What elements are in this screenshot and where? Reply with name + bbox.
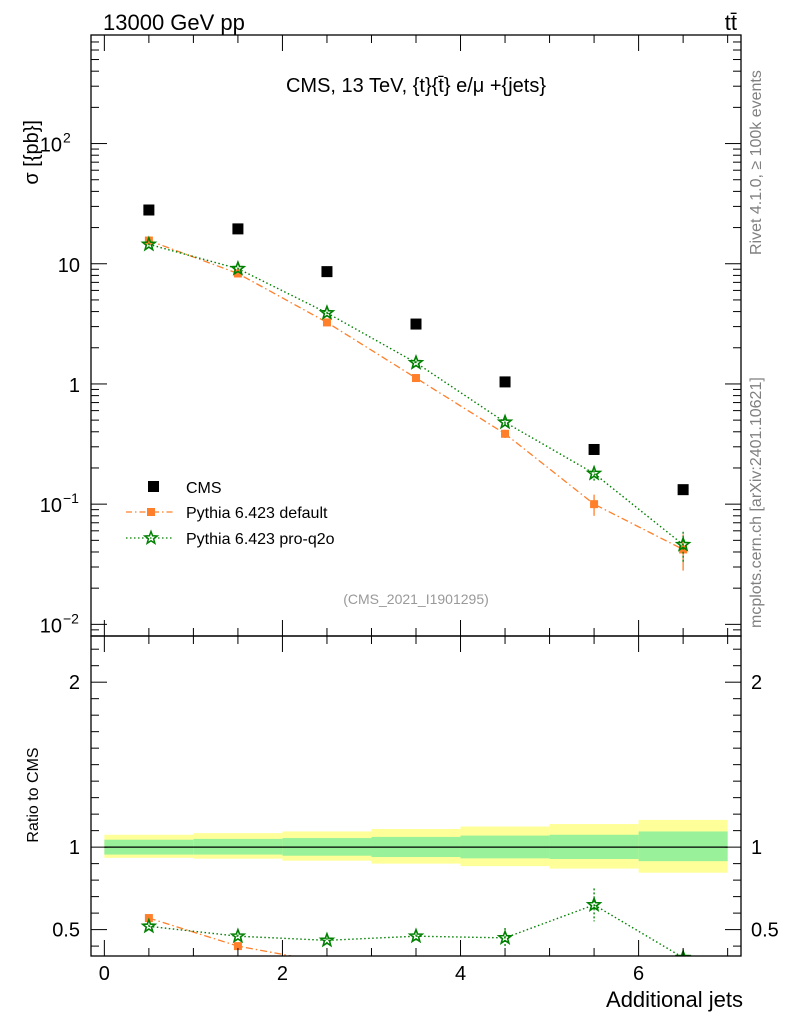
ratio-point-proq2o	[140, 917, 158, 934]
ratio-point-proq2o	[229, 927, 247, 944]
x-tick-label: 0	[99, 963, 110, 985]
legend-entry-proq2o: Pythia 6.423 pro-q2o	[126, 529, 335, 548]
point-cms	[143, 204, 155, 216]
main-y-tick-label: 1	[69, 375, 80, 397]
rivet-label: Rivet 4.1.0, ≥ 100k events	[748, 70, 765, 255]
point-cms	[321, 266, 333, 278]
axis-ticks	[91, 34, 741, 956]
y-axis-label-main: σ [{pb}]	[21, 120, 43, 185]
ratio-panel-frame	[90, 635, 742, 957]
ratio-point-proq2o	[585, 896, 603, 912]
main-series-layer	[140, 204, 692, 571]
ratio-point-default	[501, 962, 509, 970]
process-label: tt̄	[725, 10, 737, 35]
legend-marker-cms	[148, 481, 159, 492]
ratio-point-proq2o	[407, 927, 425, 944]
analysis-id: (CMS_2021_I1901295)	[343, 591, 489, 607]
x-tick-label: 4	[455, 963, 466, 985]
point-cms	[499, 376, 511, 388]
ratio-point-default	[679, 959, 687, 967]
x-tick-label: 2	[277, 963, 288, 985]
ratio-y-tick-label-right: 0.5	[751, 920, 779, 942]
ratio-y-tick-label-right: 1	[751, 837, 762, 859]
point-cms	[588, 443, 600, 455]
point-proq2o	[585, 464, 603, 481]
main-y-tick-exponent: −1	[63, 490, 79, 506]
ratio-point-default	[412, 962, 420, 970]
ratio-y-tick-label-left: 2	[69, 672, 80, 694]
legend-entry-default: Pythia 6.423 default	[126, 505, 328, 522]
x-axis-label: Additional jets	[606, 987, 743, 1012]
series-default-line	[148, 239, 684, 551]
legend: CMS Pythia 6.423 default Pythia 6.423 pr…	[126, 480, 335, 548]
ratio-point-proq2o	[318, 931, 336, 948]
series-proq2o-line	[148, 243, 684, 546]
ratio-y-tick-label-left: 0.5	[52, 920, 80, 942]
legend-label-default: Pythia 6.423 default	[186, 505, 328, 522]
legend-entry-cms: CMS	[148, 480, 222, 497]
point-proq2o	[318, 304, 336, 321]
main-y-tick-label: 10	[58, 255, 80, 277]
ratio-point-default	[233, 942, 242, 951]
x-tick-label: 6	[633, 963, 644, 985]
legend-label-cms: CMS	[186, 480, 222, 497]
point-default	[412, 374, 420, 383]
ratio-point-default	[323, 959, 331, 967]
mcplots-label: mcplots.cern.ch [arXiv:2401.10621]	[748, 377, 765, 628]
main-y-tick-label: 10	[40, 495, 62, 517]
point-default	[590, 500, 599, 509]
ratio-y-tick-label-left: 1	[69, 837, 80, 859]
point-default	[233, 269, 242, 278]
ratio-uncertainty-bands	[104, 819, 728, 873]
point-cms	[232, 223, 244, 235]
main-y-tick-label: 10	[40, 615, 62, 637]
point-proq2o	[674, 535, 692, 552]
main-y-tick-exponent: −2	[63, 610, 79, 626]
ratio-series-layer	[140, 888, 692, 970]
legend-marker-proq2o	[142, 529, 160, 545]
point-default	[144, 236, 153, 245]
point-default	[322, 318, 331, 327]
point-cms	[677, 484, 689, 496]
point-proq2o	[229, 259, 247, 276]
ratio-point-default	[590, 959, 598, 967]
point-proq2o	[496, 413, 514, 430]
energy-label: 13000 GeV pp	[103, 10, 245, 35]
point-cms	[410, 318, 422, 330]
ratio-band-inner	[638, 831, 728, 862]
legend-label-proq2o: Pythia 6.423 pro-q2o	[186, 531, 335, 548]
point-proq2o	[140, 235, 158, 252]
main-y-tick-exponent: 2	[63, 130, 71, 146]
y-axis-label-ratio: Ratio to CMS	[25, 747, 42, 842]
ratio-point-proq2o	[496, 929, 514, 945]
legend-marker-default	[147, 508, 155, 516]
point-default	[501, 429, 510, 438]
ratio-y-tick-label-right: 2	[751, 672, 762, 694]
main-y-tick-label: 10	[40, 135, 62, 157]
plot-title: CMS, 13 TeV, {t}{t̄} e/μ +{jets}	[286, 75, 546, 97]
point-proq2o	[407, 354, 425, 370]
